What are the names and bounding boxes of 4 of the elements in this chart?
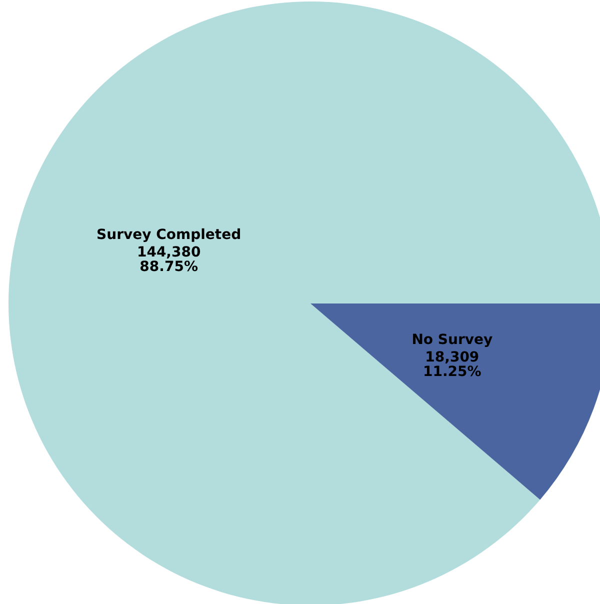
data-label: 18,309 11.25% [423,349,482,380]
data-label: 144,380 88.75% [136,244,201,276]
slice-label: No Survey [412,332,493,348]
slice-label: Survey Completed [96,227,242,244]
